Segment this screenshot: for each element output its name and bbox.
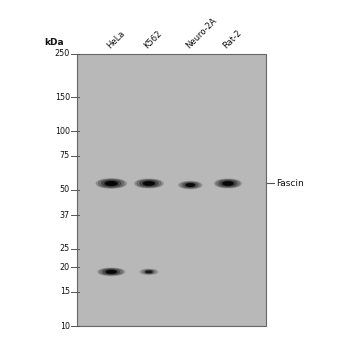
Text: 50: 50 xyxy=(60,186,70,194)
Bar xyxy=(78,54,265,326)
Ellipse shape xyxy=(103,270,120,274)
Ellipse shape xyxy=(98,268,125,275)
Ellipse shape xyxy=(143,270,155,274)
Text: 75: 75 xyxy=(60,151,70,160)
Ellipse shape xyxy=(186,184,194,186)
Ellipse shape xyxy=(107,182,116,185)
Text: Neuro-2A: Neuro-2A xyxy=(184,16,218,50)
Text: 25: 25 xyxy=(60,244,70,253)
Ellipse shape xyxy=(180,182,200,188)
Text: 20: 20 xyxy=(60,263,70,272)
Ellipse shape xyxy=(224,182,232,185)
Ellipse shape xyxy=(183,183,198,188)
Ellipse shape xyxy=(219,181,237,186)
Ellipse shape xyxy=(134,179,163,188)
Ellipse shape xyxy=(96,179,126,188)
Text: HeLa: HeLa xyxy=(105,29,126,50)
Ellipse shape xyxy=(140,269,158,274)
Ellipse shape xyxy=(98,179,124,188)
Ellipse shape xyxy=(105,270,117,273)
Text: K562: K562 xyxy=(143,29,164,50)
Ellipse shape xyxy=(144,182,154,185)
Text: 100: 100 xyxy=(55,127,70,136)
Ellipse shape xyxy=(105,181,118,186)
Ellipse shape xyxy=(107,271,116,273)
Text: kDa: kDa xyxy=(44,38,63,47)
Ellipse shape xyxy=(187,184,193,186)
Ellipse shape xyxy=(107,271,115,273)
Ellipse shape xyxy=(137,180,161,187)
Text: 250: 250 xyxy=(55,49,70,58)
Text: Rat-2: Rat-2 xyxy=(222,28,244,50)
Ellipse shape xyxy=(141,270,157,274)
Ellipse shape xyxy=(100,269,123,275)
Text: 15: 15 xyxy=(60,287,70,296)
Ellipse shape xyxy=(106,182,117,185)
Ellipse shape xyxy=(216,180,239,187)
Ellipse shape xyxy=(146,271,152,273)
Text: 10: 10 xyxy=(60,322,70,331)
Text: 150: 150 xyxy=(55,93,70,102)
Ellipse shape xyxy=(145,182,153,185)
Text: Fascin: Fascin xyxy=(276,179,304,188)
Ellipse shape xyxy=(214,179,241,188)
Ellipse shape xyxy=(140,181,158,186)
Ellipse shape xyxy=(185,184,196,187)
Text: 37: 37 xyxy=(60,211,70,220)
Ellipse shape xyxy=(179,181,202,189)
Ellipse shape xyxy=(223,182,233,185)
Ellipse shape xyxy=(102,180,121,187)
Ellipse shape xyxy=(145,271,153,273)
Ellipse shape xyxy=(222,181,234,186)
Ellipse shape xyxy=(142,181,155,186)
Ellipse shape xyxy=(146,271,152,273)
